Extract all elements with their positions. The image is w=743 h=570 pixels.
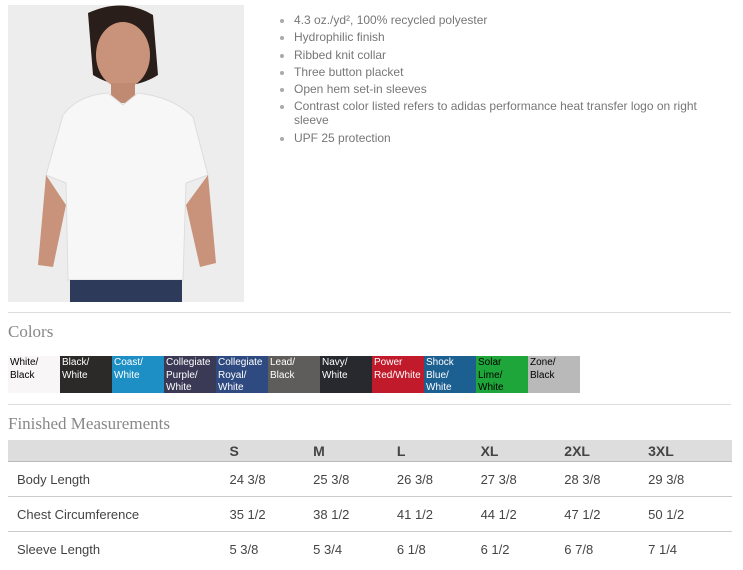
table-cell: 26 3/8 bbox=[396, 461, 481, 497]
feature-item: Ribbed knit collar bbox=[294, 48, 714, 62]
column-header: S bbox=[229, 440, 314, 462]
table-cell: 44 1/2 bbox=[480, 496, 565, 532]
table-cell: 6 7/8 bbox=[564, 541, 594, 557]
color-swatch[interactable]: Collegiate Royal/ White bbox=[216, 356, 268, 393]
column-header: 3XL bbox=[648, 440, 732, 462]
product-photo bbox=[8, 5, 244, 302]
color-swatch[interactable]: White/ Black bbox=[8, 356, 60, 393]
feature-list: 4.3 oz./yd², 100% recycled polyester Hyd… bbox=[278, 13, 714, 148]
color-swatch[interactable]: Shock Blue/ White bbox=[424, 356, 476, 393]
table-row: Chest Circumference 35 1/2 38 1/2 41 1/2 44 … bbox=[8, 496, 732, 532]
table-cell: 25 3/8 bbox=[313, 461, 397, 497]
feature-item: Hydrophilic finish bbox=[294, 30, 714, 44]
table-cell: 35 1/2 bbox=[229, 496, 314, 532]
table-row: Sleeve Length 5 3/8 5 3/4 6 1/8 6 1/2 6 7/8 7 … bbox=[8, 532, 732, 567]
column-header bbox=[8, 440, 230, 462]
table-cell: 6 1/2 bbox=[480, 541, 510, 557]
feature-item: Contrast color listed refers to adidas p… bbox=[294, 99, 714, 127]
row-label: Body Length bbox=[8, 461, 230, 497]
measurements-heading: Finished Measurements bbox=[8, 414, 170, 433]
row-label: Sleeve Length bbox=[17, 541, 101, 557]
column-header: 2XL bbox=[564, 440, 649, 462]
table-cell: 6 1/8 bbox=[396, 541, 426, 557]
feature-item: Open hem set-in sleeves bbox=[294, 82, 714, 96]
column-header: M bbox=[313, 440, 397, 462]
table-cell: 50 1/2 bbox=[648, 496, 732, 532]
divider bbox=[8, 404, 731, 405]
table-cell: 7 1/4 bbox=[648, 541, 678, 557]
table-cell: 38 1/2 bbox=[313, 496, 397, 532]
table-cell: 27 3/8 bbox=[480, 461, 565, 497]
color-swatch[interactable]: Solar Lime/ White bbox=[476, 356, 528, 393]
color-swatch[interactable]: Collegiate Purple/ White bbox=[164, 356, 216, 393]
color-swatch[interactable]: Navy/ White bbox=[320, 356, 372, 393]
table-cell: 5 3/4 bbox=[313, 541, 343, 557]
color-swatch[interactable]: Lead/ Black bbox=[268, 356, 320, 393]
table-cell: 28 3/8 bbox=[564, 461, 649, 497]
color-swatch[interactable]: Power Red/White bbox=[372, 356, 424, 393]
table-cell: 47 1/2 bbox=[564, 496, 649, 532]
table-cell: 41 1/2 bbox=[396, 496, 481, 532]
table-cell: 5 3/8 bbox=[229, 541, 259, 557]
table-header-row: S M L XL 2XL 3XL bbox=[8, 440, 732, 462]
column-header: L bbox=[396, 440, 481, 462]
feature-item: Three button placket bbox=[294, 65, 714, 79]
measurements-table: S M L XL 2XL 3XL Body Length 24 3/8 25 3/8… bbox=[8, 440, 732, 566]
column-header: XL bbox=[480, 440, 565, 462]
table-cell: 24 3/8 bbox=[229, 461, 314, 497]
color-swatch[interactable]: Zone/ Black bbox=[528, 356, 580, 393]
color-swatches: White/ Black Black/ White Coast/ White Coll… bbox=[8, 356, 580, 393]
table-row: Body Length 24 3/8 25 3/8 26 3/8 27 3/8 28 3/… bbox=[8, 461, 732, 497]
colors-heading: Colors bbox=[8, 322, 54, 341]
color-swatch[interactable]: Coast/ White bbox=[112, 356, 164, 393]
feature-item: 4.3 oz./yd², 100% recycled polyester bbox=[294, 13, 714, 27]
table-cell: 29 3/8 bbox=[648, 461, 732, 497]
row-label: Chest Circumference bbox=[8, 496, 230, 532]
color-swatch[interactable]: Black/ White bbox=[60, 356, 112, 393]
divider bbox=[8, 312, 731, 313]
feature-item: UPF 25 protection bbox=[294, 131, 714, 145]
